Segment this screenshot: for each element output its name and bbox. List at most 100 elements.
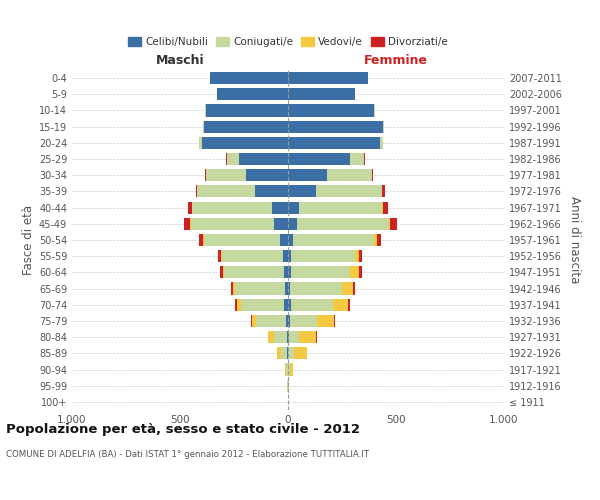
Bar bbox=[372, 169, 373, 181]
Bar bbox=[231, 282, 233, 294]
Bar bbox=[286, 364, 288, 376]
Bar bbox=[197, 186, 254, 198]
Bar bbox=[289, 348, 295, 360]
Bar bbox=[223, 266, 224, 278]
Bar bbox=[206, 169, 246, 181]
Bar bbox=[199, 137, 202, 149]
Text: Maschi: Maschi bbox=[155, 54, 205, 67]
Bar bbox=[290, 364, 293, 376]
Bar bbox=[235, 298, 237, 311]
Bar bbox=[217, 88, 288, 101]
Bar bbox=[252, 315, 256, 327]
Bar bbox=[383, 120, 384, 132]
Bar bbox=[286, 315, 288, 327]
Bar bbox=[288, 266, 291, 278]
Bar bbox=[374, 234, 377, 246]
Bar bbox=[221, 250, 283, 262]
Bar bbox=[246, 169, 288, 181]
Bar bbox=[256, 315, 286, 327]
Bar bbox=[380, 137, 383, 149]
Bar bbox=[241, 298, 284, 311]
Bar bbox=[281, 348, 287, 360]
Bar bbox=[288, 186, 316, 198]
Bar bbox=[383, 202, 388, 213]
Bar bbox=[293, 234, 374, 246]
Bar bbox=[288, 104, 374, 117]
Bar bbox=[288, 153, 350, 165]
Bar bbox=[288, 315, 290, 327]
Bar bbox=[251, 315, 252, 327]
Y-axis label: Anni di nascita: Anni di nascita bbox=[568, 196, 581, 284]
Bar bbox=[288, 234, 293, 246]
Bar bbox=[341, 282, 353, 294]
Bar bbox=[288, 364, 290, 376]
Bar bbox=[355, 250, 359, 262]
Bar bbox=[291, 266, 350, 278]
Bar bbox=[287, 348, 288, 360]
Bar bbox=[254, 186, 288, 198]
Bar bbox=[316, 186, 382, 198]
Bar bbox=[382, 186, 385, 198]
Bar bbox=[288, 218, 297, 230]
Text: Femmine: Femmine bbox=[364, 54, 428, 67]
Bar bbox=[191, 218, 274, 230]
Bar bbox=[288, 202, 299, 213]
Bar bbox=[350, 266, 359, 278]
Bar bbox=[274, 331, 287, 343]
Bar bbox=[204, 234, 280, 246]
Text: Popolazione per età, sesso e stato civile - 2012: Popolazione per età, sesso e stato civil… bbox=[6, 422, 360, 436]
Bar bbox=[328, 169, 371, 181]
Bar bbox=[287, 380, 288, 392]
Bar bbox=[202, 137, 288, 149]
Bar bbox=[359, 266, 362, 278]
Bar bbox=[288, 88, 355, 101]
Bar bbox=[299, 331, 316, 343]
Bar bbox=[205, 169, 206, 181]
Bar bbox=[295, 348, 307, 360]
Bar bbox=[199, 234, 203, 246]
Bar bbox=[288, 169, 328, 181]
Bar bbox=[382, 202, 383, 213]
Bar bbox=[291, 250, 355, 262]
Bar bbox=[353, 282, 355, 294]
Bar bbox=[334, 298, 348, 311]
Bar bbox=[224, 266, 284, 278]
Bar bbox=[297, 218, 389, 230]
Bar bbox=[206, 104, 288, 117]
Bar bbox=[227, 153, 239, 165]
Bar bbox=[283, 250, 288, 262]
Bar bbox=[290, 298, 334, 311]
Bar bbox=[348, 298, 350, 311]
Bar bbox=[290, 315, 317, 327]
Bar bbox=[284, 298, 288, 311]
Y-axis label: Fasce di età: Fasce di età bbox=[22, 205, 35, 275]
Bar bbox=[288, 298, 290, 311]
Bar bbox=[391, 218, 397, 230]
Bar bbox=[218, 250, 221, 262]
Bar bbox=[235, 282, 285, 294]
Legend: Celibi/Nubili, Coniugati/e, Vedovi/e, Divorziati/e: Celibi/Nubili, Coniugati/e, Vedovi/e, Di… bbox=[124, 32, 452, 51]
Bar bbox=[277, 348, 281, 360]
Bar bbox=[289, 331, 299, 343]
Bar bbox=[287, 331, 288, 343]
Bar bbox=[272, 202, 288, 213]
Bar bbox=[317, 315, 334, 327]
Bar bbox=[284, 266, 288, 278]
Bar bbox=[280, 234, 288, 246]
Bar bbox=[350, 153, 364, 165]
Bar bbox=[233, 282, 235, 294]
Bar bbox=[389, 218, 391, 230]
Bar bbox=[290, 282, 341, 294]
Bar bbox=[288, 250, 291, 262]
Bar bbox=[359, 250, 362, 262]
Bar bbox=[288, 331, 289, 343]
Bar bbox=[188, 202, 193, 213]
Bar bbox=[274, 218, 288, 230]
Bar bbox=[288, 137, 380, 149]
Bar bbox=[285, 364, 286, 376]
Bar bbox=[377, 234, 381, 246]
Bar bbox=[237, 298, 241, 311]
Bar bbox=[285, 282, 288, 294]
Bar bbox=[204, 120, 288, 132]
Bar bbox=[196, 186, 197, 198]
